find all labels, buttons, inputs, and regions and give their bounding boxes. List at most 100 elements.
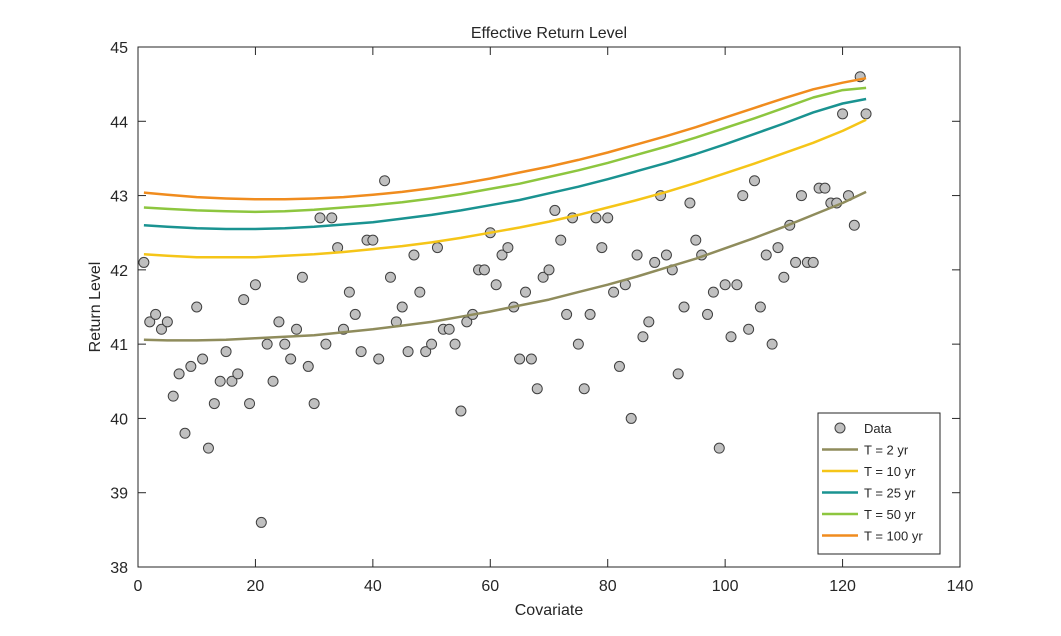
data-point	[267, 375, 279, 387]
data-point	[625, 412, 637, 424]
data-point	[590, 212, 602, 224]
legend-label: T = 10 yr	[864, 464, 916, 479]
data-point	[455, 405, 467, 417]
legend-box	[817, 412, 941, 555]
data-point	[837, 108, 849, 120]
data-point	[749, 175, 760, 187]
data-point	[343, 286, 355, 298]
data-point	[637, 331, 649, 343]
data-point	[778, 271, 790, 283]
data-point	[795, 190, 807, 202]
y-tick-label: 45	[110, 40, 128, 57]
data-point	[214, 375, 226, 387]
data-point	[731, 279, 743, 291]
data-point	[713, 442, 725, 454]
series-line-4	[143, 86, 867, 214]
data-point	[819, 182, 831, 194]
data-point	[197, 353, 209, 365]
data-point	[678, 301, 690, 313]
data-point	[572, 338, 584, 350]
data-point	[349, 308, 361, 320]
legend-label: T = 25 yr	[864, 486, 916, 501]
data-point	[373, 353, 385, 365]
data-point	[314, 212, 326, 224]
data-point	[707, 286, 719, 298]
data-point	[150, 308, 162, 320]
x-tick-label: 20	[247, 578, 265, 595]
x-tick-label: 140	[947, 578, 974, 595]
data-point	[414, 286, 426, 298]
data-point	[584, 308, 596, 320]
data-point	[291, 323, 303, 335]
data-point	[302, 360, 314, 372]
data-point	[273, 316, 285, 328]
data-point	[355, 346, 367, 358]
data-point	[502, 242, 514, 254]
y-tick-label: 38	[110, 560, 128, 577]
data-point	[402, 346, 414, 358]
data-point	[807, 256, 819, 268]
data-point	[602, 212, 614, 224]
plot-border	[137, 46, 961, 568]
data-point	[226, 375, 238, 387]
x-tick-label: 100	[712, 578, 739, 595]
data-point	[296, 271, 308, 283]
legend-label: T = 100 yr	[864, 529, 923, 544]
y-tick-label: 42	[110, 263, 128, 280]
legend: Data T = 2 yr T = 10 yr T = 25 yr T = 50 yr T…	[817, 412, 941, 555]
series-line-5	[143, 76, 867, 201]
data-point	[167, 390, 179, 402]
data-point	[531, 383, 543, 395]
x-tick-label: 40	[364, 578, 382, 595]
data-point	[490, 279, 502, 291]
data-point	[743, 323, 755, 335]
data-point	[138, 256, 150, 268]
data-point	[308, 398, 320, 410]
series-line-2	[143, 118, 867, 259]
data-point	[249, 279, 261, 291]
data-point	[596, 242, 608, 254]
x-axis-label: Covariate	[515, 602, 584, 619]
data-point	[549, 204, 561, 216]
data-point	[543, 264, 555, 276]
data-point	[220, 346, 232, 358]
chart-title: Effective Return Level	[471, 25, 627, 42]
data-point	[326, 212, 338, 224]
data-point	[760, 249, 772, 261]
data-point	[496, 249, 508, 261]
data-point	[772, 242, 784, 254]
legend-label: Data	[864, 421, 892, 436]
data-point	[285, 353, 297, 365]
y-tick-label: 41	[110, 337, 128, 354]
y-axis-label: Return Level	[87, 262, 104, 353]
data-point	[737, 190, 749, 202]
data-point	[719, 279, 731, 291]
data-point	[478, 264, 490, 276]
data-point	[561, 308, 573, 320]
legend-label: T = 50 yr	[864, 507, 916, 522]
data-point	[608, 286, 620, 298]
series-line-3	[143, 97, 867, 231]
data-point	[161, 316, 173, 328]
data-point	[631, 249, 643, 261]
data-point	[643, 316, 655, 328]
data-point	[725, 331, 737, 343]
data-point	[790, 256, 802, 268]
data-point	[525, 353, 537, 365]
x-tick-label: 60	[481, 578, 499, 595]
data-point	[261, 338, 273, 350]
data-point	[379, 175, 391, 187]
data-point	[649, 256, 661, 268]
data-point	[173, 368, 185, 380]
data-point	[191, 301, 203, 313]
data-point	[766, 338, 778, 350]
data-point	[208, 398, 220, 410]
data-point	[420, 346, 432, 358]
data-point	[320, 338, 332, 350]
data-point	[754, 301, 766, 313]
data-point	[238, 294, 250, 306]
data-point	[672, 368, 684, 380]
data-point	[555, 234, 567, 246]
x-tick-label: 120	[829, 578, 856, 595]
